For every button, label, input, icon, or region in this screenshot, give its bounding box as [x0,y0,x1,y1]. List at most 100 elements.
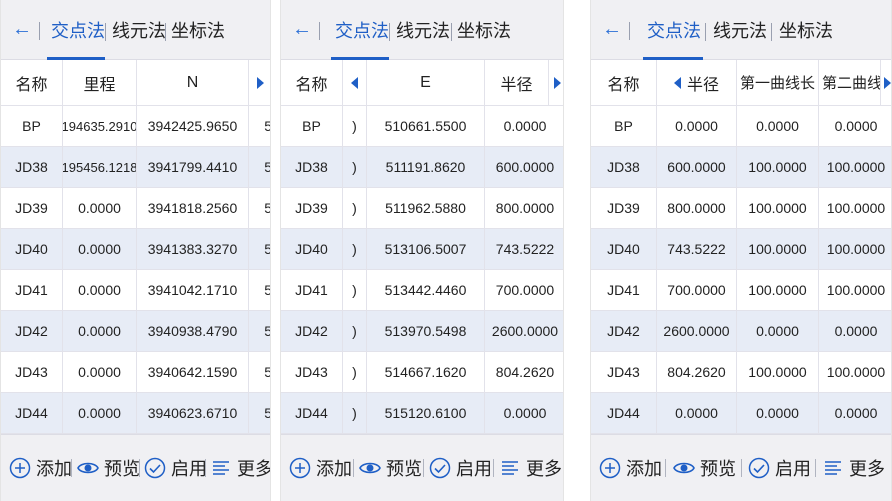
table-cell: JD43 [591,352,657,392]
table-header-row: 名称 里程 N [1,60,270,106]
table-row[interactable]: JD40 0.0000 3941383.3270 5 [1,229,270,270]
table-row[interactable]: JD39 ) 511962.5880 800.0000 [281,188,563,229]
tab-intersection-method[interactable]: 交点法 [335,21,389,41]
table-cell: 700.0000 [495,282,555,298]
add-button[interactable]: 添加 [289,455,352,481]
table-row[interactable]: JD44 0.0000 0.0000 0.0000 [591,393,891,434]
divider [771,23,772,41]
scroll-left-button[interactable] [343,60,367,105]
table-cell: 600.0000 [657,147,737,187]
more-button[interactable]: 更多 [499,455,562,481]
plus-circle-icon [289,457,311,479]
table-row[interactable]: JD38 ) 511191.8620 600.0000 [281,147,563,188]
divider [815,459,816,477]
tab-line-element-method[interactable]: 线元法 [713,21,767,41]
column-header[interactable]: 名称 [281,60,343,105]
table-row[interactable]: JD42 2600.0000 0.0000 0.0000 [591,311,891,352]
table-cell: 0.0000 [63,229,137,269]
table-cell: 3941799.4410 [137,147,249,187]
table-cell: 195456.1218 [63,147,137,187]
column-header[interactable]: E [367,60,485,105]
table-row[interactable]: JD42 ) 513970.5498 2600.0000 [281,311,563,352]
column-header[interactable]: 名称 [1,60,63,105]
divider [39,22,40,40]
preview-button[interactable]: 预览 [359,455,422,481]
table-cell: 100.0000 [826,282,886,298]
column-header[interactable]: 名称 [591,60,657,105]
table-cell: JD44 [1,393,63,433]
back-arrow-icon[interactable]: ← [292,18,312,40]
table-cell: 3940938.4790 [137,311,249,351]
more-button[interactable]: 更多 [210,455,270,481]
tab-line-element-method[interactable]: 线元法 [112,21,166,41]
column-header[interactable]: 第一曲线长 [737,60,819,105]
plus-circle-icon [599,457,621,479]
bottom-toolbar: 添加 预览 启用 更多 [591,434,891,501]
table-row[interactable]: JD41 0.0000 3941042.1710 5 [1,270,270,311]
scroll-right-button[interactable] [881,60,891,105]
table-cell: 100.0000 [826,241,886,257]
table-cell: 700.0000 [657,270,737,310]
table-row[interactable]: JD41 ) 513442.4460 700.0000 [281,270,563,311]
table-row[interactable]: JD44 0.0000 3940623.6710 5 [1,393,270,434]
check-circle-icon [144,457,166,479]
add-button[interactable]: 添加 [9,455,72,481]
table-cell: 743.5222 [495,241,555,257]
table-row[interactable]: BP ) 510661.5500 0.0000 [281,106,563,147]
table-row[interactable]: JD41 700.0000 100.0000 100.0000 [591,270,891,311]
tab-intersection-method[interactable]: 交点法 [647,21,701,41]
table-cell: 0.0000 [737,311,819,351]
table-row[interactable]: JD42 0.0000 3940938.4790 5 [1,311,270,352]
column-header[interactable]: 半径 [485,60,549,105]
enable-button[interactable]: 启用 [748,455,811,481]
table-cell: 0.0000 [657,393,737,433]
divider [705,23,706,41]
data-table: 名称 半径 第一曲线长 第二曲线 BP 0.0000 0.0000 0.0000… [591,60,891,434]
divider [629,22,630,40]
table-cell: 5 [249,106,270,146]
column-header-radius[interactable]: 半径 [657,60,737,105]
table-row[interactable]: JD43 804.2620 100.0000 100.0000 [591,352,891,393]
more-button[interactable]: 更多 [822,455,885,481]
column-header[interactable]: N [137,60,249,105]
table-row[interactable]: JD38 600.0000 100.0000 100.0000 [591,147,891,188]
column-header-label: 半径 [686,76,719,94]
table-row[interactable]: JD38 195456.1218 3941799.4410 5 [1,147,270,188]
enable-button[interactable]: 启用 [429,455,492,481]
table-cell: 2600.0000 [491,323,559,339]
table-row[interactable]: JD43 0.0000 3940642.1590 5 [1,352,270,393]
divider [493,459,494,477]
back-arrow-icon[interactable]: ← [602,18,622,40]
divider [353,459,354,477]
enable-button[interactable]: 启用 [144,455,207,481]
table-row[interactable]: BP 194635.2910 3942425.9650 5 [1,106,270,147]
tab-coordinate-method[interactable]: 坐标法 [779,21,833,41]
table-row[interactable]: BP 0.0000 0.0000 0.0000 [591,106,891,147]
table-cell: 3941042.1710 [137,270,249,310]
table-row[interactable]: JD40 ) 513106.5007 743.5222 [281,229,563,270]
table-row[interactable]: JD40 743.5222 100.0000 100.0000 [591,229,891,270]
scroll-right-button[interactable] [549,60,563,105]
table-row[interactable]: JD44 ) 515120.6100 0.0000 [281,393,563,434]
table-cell: 3940642.1590 [137,352,249,392]
tab-line-element-method[interactable]: 线元法 [396,21,450,41]
add-button[interactable]: 添加 [599,455,662,481]
preview-button[interactable]: 预览 [77,455,140,481]
table-row[interactable]: JD39 800.0000 100.0000 100.0000 [591,188,891,229]
preview-button[interactable]: 预览 [673,455,736,481]
eye-icon [77,462,99,474]
preview-label: 预览 [386,459,422,479]
column-header[interactable]: 里程 [63,60,137,105]
table-cell: JD40 [1,229,63,269]
tab-coordinate-method[interactable]: 坐标法 [171,21,225,41]
table-row[interactable]: JD39 0.0000 3941818.2560 5 [1,188,270,229]
table-row[interactable]: JD43 ) 514667.1620 804.2620 [281,352,563,393]
scroll-right-button[interactable] [249,60,270,105]
tab-intersection-method[interactable]: 交点法 [51,21,105,41]
add-label: 添加 [626,459,662,479]
column-header[interactable]: 第二曲线 [819,60,881,105]
table-cell: 5 [249,229,270,269]
back-arrow-icon[interactable]: ← [12,18,32,40]
table-cell: 100.0000 [826,159,886,175]
tab-coordinate-method[interactable]: 坐标法 [457,21,511,41]
